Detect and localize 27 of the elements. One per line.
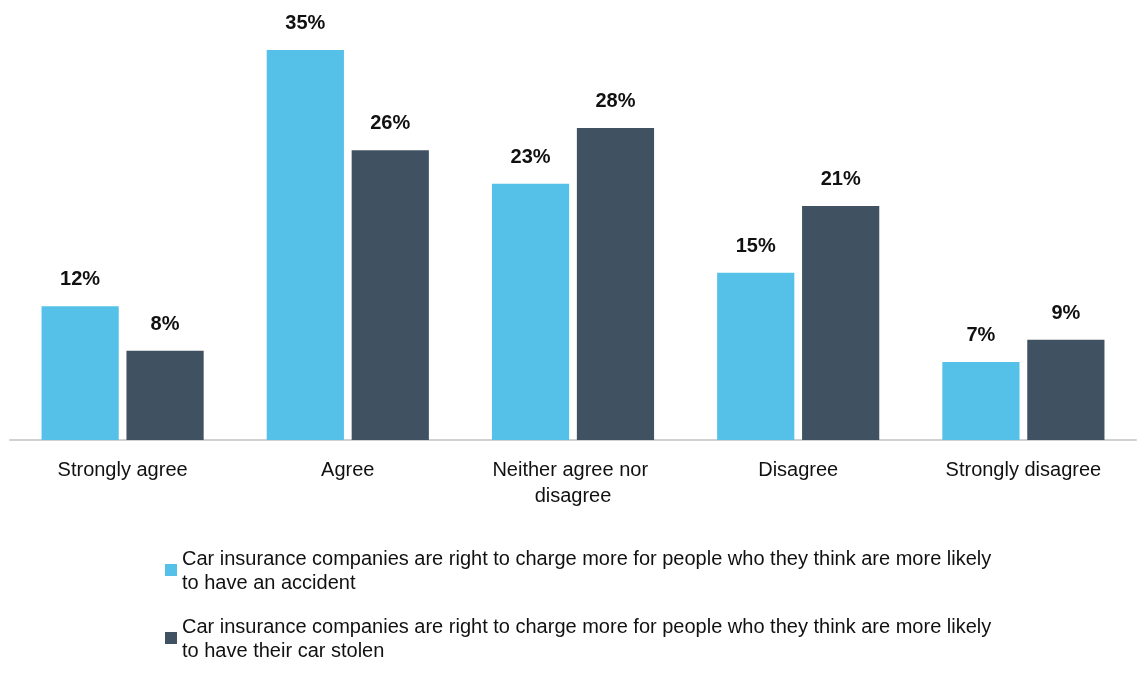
legend-label: Car insurance companies are right to charge more for people who they think are more likely to have their car stolen [182, 615, 997, 661]
x-tick-label: Neither agree nor disagree [492, 458, 654, 506]
x-tick-label: Strongly disagree [945, 458, 1102, 480]
bar [491, 183, 570, 440]
bar [717, 272, 795, 440]
legend-label: Car insurance companies are right to charge more for people who they think are more likely to have an accident [182, 547, 997, 593]
bar [802, 206, 880, 440]
x-tick-label: Strongly agree [57, 458, 188, 480]
bar [126, 350, 204, 440]
x-tick-label: Disagree [758, 458, 839, 480]
x-tick-label: Agree [321, 458, 375, 480]
bar [942, 362, 1020, 440]
data-label: 15% [735, 233, 776, 256]
data-label: 12% [60, 267, 101, 290]
data-label: 28% [595, 89, 636, 112]
data-label: 8% [150, 311, 180, 334]
bar [1027, 339, 1105, 440]
bar [41, 306, 119, 440]
data-label: 21% [820, 167, 861, 190]
bar [266, 50, 344, 440]
data-label: 23% [510, 144, 551, 167]
data-label: 7% [966, 323, 996, 346]
bar [576, 128, 655, 440]
data-label: 35% [285, 11, 326, 34]
data-label: 9% [1051, 300, 1081, 323]
bar [351, 150, 429, 440]
data-label: 26% [370, 111, 411, 134]
